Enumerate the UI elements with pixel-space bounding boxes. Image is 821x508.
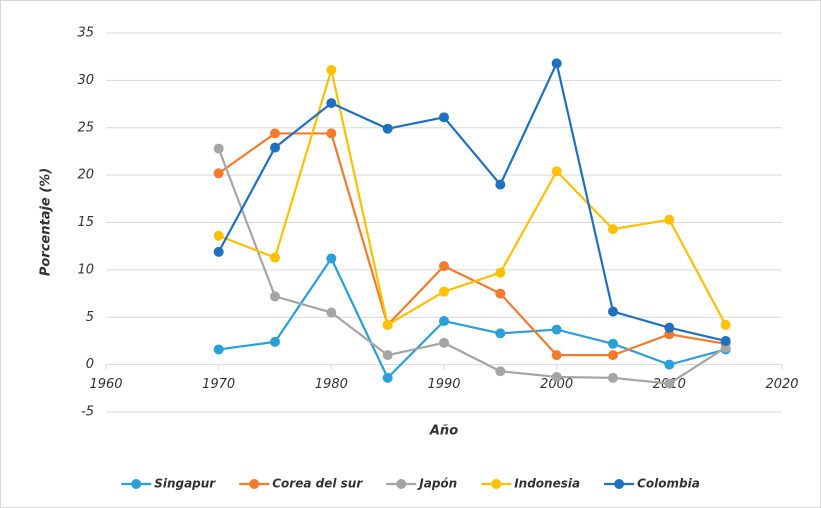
data-point [326,128,337,139]
x-tick-label: 1970 [202,377,235,392]
y-tick-label: 10 [77,262,94,277]
data-point [326,64,337,75]
data-point [270,291,280,302]
legend-marker [396,479,407,489]
series-line [218,256,726,380]
legend-label: Singapur [154,477,216,491]
data-point [326,98,337,109]
data-point [382,319,393,330]
data-point [213,230,224,241]
data-point [382,372,393,383]
legend-label: Corea del sur [272,477,363,491]
data-point [551,350,562,361]
legend-label: Indonesia [514,477,580,491]
x-tick-label: 2000 [540,377,573,392]
series-line [217,59,726,343]
data-point [270,336,280,347]
y-tick-label: -5 [81,405,94,420]
x-tick-label: 1980 [315,377,348,392]
data-point [551,166,562,177]
data-point [495,366,506,377]
data-point [664,322,675,333]
data-point [608,306,618,317]
data-point [326,307,337,318]
legend-marker [491,479,502,489]
y-tick-label: 0 [86,357,94,372]
data-point [439,337,449,348]
x-tick-label: 1960 [89,377,122,392]
legend-marker [249,479,260,489]
data-point [213,246,224,257]
data-point [664,359,675,370]
x-tick-label: 2020 [765,377,798,392]
data-point [551,324,562,335]
data-point [664,214,675,225]
data-point [270,252,280,263]
data-point [439,112,449,123]
data-point [270,128,280,139]
data-point [664,378,675,389]
series-line [218,132,726,357]
data-point [213,143,224,154]
data-point [382,123,393,134]
data-point [608,224,618,235]
data-point [608,350,618,361]
legend-label: Japón [417,477,457,491]
y-tick-label: 30 [77,73,94,88]
y-tick-label: 20 [77,168,94,183]
data-point [495,267,506,278]
data-point [608,338,618,349]
x-tick-label: 1990 [427,377,460,392]
data-point [608,372,618,383]
data-point [551,371,562,382]
legend: Singapur Corea del sur Japón Indonesia Colom… [121,477,700,491]
data-point [382,350,393,361]
data-point [720,319,731,330]
legend-marker [131,479,142,489]
data-point [439,316,449,327]
data-point [495,328,506,339]
data-point [439,286,449,297]
data-point [326,253,337,264]
data-point [213,344,224,355]
data-point [495,288,506,299]
data-point [270,142,280,153]
data-point [439,261,449,272]
y-tick-label: 15 [77,215,94,230]
data-point [495,179,506,190]
legend-marker [614,479,625,489]
y-tick-label: 35 [77,26,94,41]
data-point [720,335,731,346]
y-axis-label: Porcentaje (%) [39,168,54,276]
data-point [551,58,562,69]
series-line [217,148,727,385]
y-tick-label: 25 [77,120,94,135]
legend-label: Colombia [637,477,700,491]
y-tick-label: 5 [86,310,94,325]
x-axis-label: Año [429,424,458,439]
series-line [218,65,727,327]
data-point [213,168,224,179]
